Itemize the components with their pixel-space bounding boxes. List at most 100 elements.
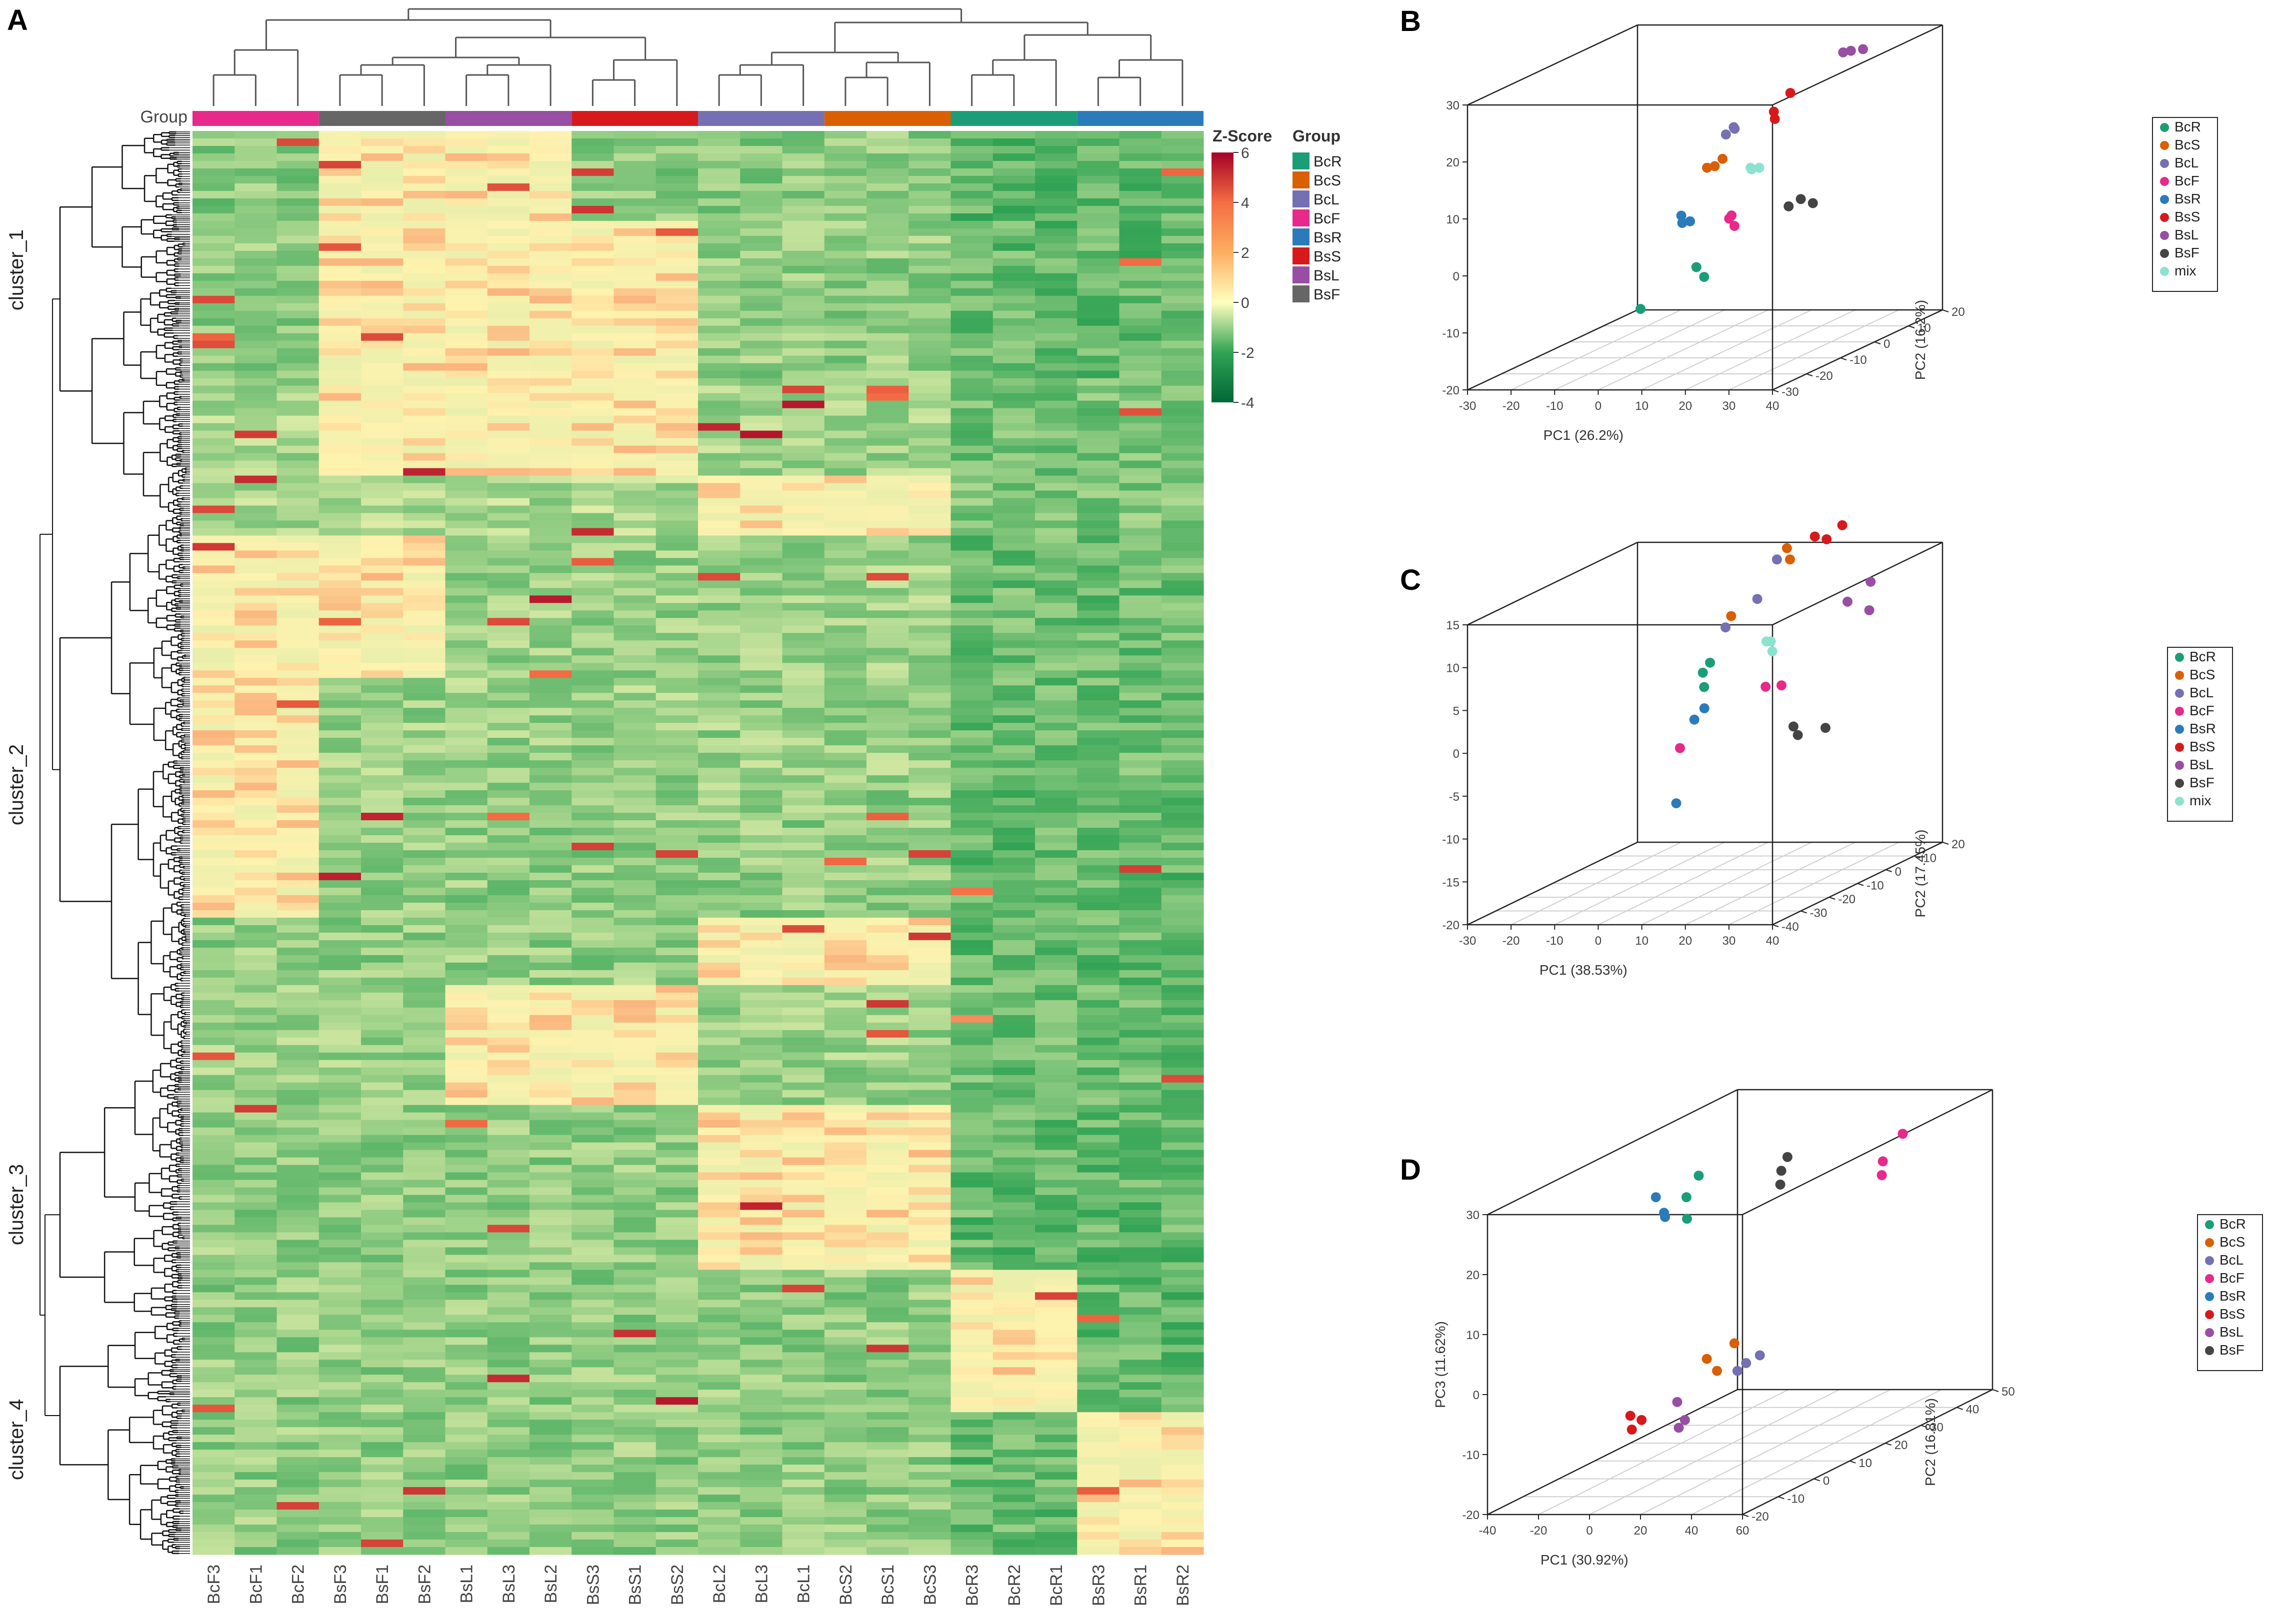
heatmap-cell (487, 768, 530, 776)
heatmap-cell (192, 693, 235, 701)
heatmap-cell (866, 168, 909, 176)
heatmap-cell (992, 550, 1036, 558)
heatmap-cell (487, 393, 530, 401)
heatmap-cell (656, 423, 698, 431)
heatmap-cell (950, 400, 994, 409)
heatmap-cell (572, 190, 614, 199)
heatmap-cell (782, 168, 825, 176)
heatmap-cell (866, 438, 909, 446)
heatmap-cell (1077, 385, 1120, 394)
heatmap-cell (530, 618, 572, 626)
heatmap-cell (445, 250, 488, 259)
heatmap-cell (572, 235, 614, 244)
heatmap-cell (698, 648, 740, 656)
heatmap-cell (656, 355, 698, 364)
heatmap-cell (950, 513, 994, 521)
heatmap-cell (950, 168, 994, 176)
heatmap-cell (1035, 505, 1078, 514)
heatmap-cell (445, 498, 488, 506)
heatmap-cell (824, 131, 867, 139)
heatmap-cell (614, 393, 656, 401)
heatmap-cell (361, 535, 404, 544)
heatmap-cell (866, 745, 909, 753)
heatmap-cell (908, 250, 952, 259)
heatmap-cell (992, 205, 1036, 214)
heatmap-cell (318, 205, 362, 214)
heatmap-cell (908, 423, 952, 431)
heatmap-cell (361, 385, 404, 394)
heatmap-cell (445, 588, 488, 596)
heatmap-cell (992, 138, 1036, 146)
heatmap-cell (445, 131, 488, 139)
heatmap-cell (698, 468, 740, 476)
heatmap-cell (530, 678, 572, 686)
heatmap-cell (614, 573, 656, 581)
heatmap-cell (445, 738, 488, 746)
heatmap-cell (192, 513, 235, 521)
heatmap-cell (234, 303, 278, 311)
heatmap-cell (276, 220, 320, 229)
heatmap-cell (445, 423, 488, 431)
heatmap-cell (740, 603, 783, 611)
heatmap-cell (824, 483, 867, 491)
heatmap-cell (698, 355, 740, 364)
heatmap-cell (1035, 400, 1078, 409)
heatmap-cell (361, 580, 404, 588)
heatmap-cell (445, 655, 488, 663)
heatmap-cell (614, 535, 656, 544)
heatmap-cell (276, 670, 320, 678)
heatmap-cell (740, 423, 783, 431)
heatmap-cell (908, 633, 952, 641)
heatmap-cell (740, 385, 783, 394)
heatmap-cell (698, 213, 740, 221)
heatmap-cell (950, 588, 994, 596)
heatmap-cell (530, 385, 572, 394)
heatmap-cell (530, 603, 572, 611)
heatmap-cell (1161, 565, 1204, 573)
heatmap-cell (866, 363, 909, 371)
heatmap-cell (1035, 468, 1078, 476)
heatmap-cell (318, 333, 362, 341)
heatmap-cell (824, 445, 867, 454)
heatmap-cell (1119, 535, 1162, 544)
heatmap-cell (192, 325, 235, 334)
heatmap-cell (992, 588, 1036, 596)
heatmap-cell (782, 310, 825, 319)
heatmap-cell (656, 280, 698, 289)
heatmap-cell (908, 783, 952, 791)
heatmap-cell (318, 131, 362, 139)
heatmap-cell (782, 693, 825, 701)
heatmap-cell (361, 798, 404, 806)
heatmap-cell (740, 670, 783, 678)
heatmap-cell (740, 730, 783, 738)
heatmap-cell (656, 505, 698, 514)
heatmap-cell (361, 423, 404, 431)
heatmap-cell (614, 168, 656, 176)
heatmap-cell (1161, 625, 1204, 633)
heatmap-cell (1161, 738, 1204, 746)
heatmap-cell (698, 318, 740, 326)
heatmap-cell (572, 370, 614, 379)
heatmap-cell (1119, 783, 1162, 791)
heatmap-cell (1077, 303, 1120, 311)
heatmap-cell (1119, 610, 1162, 618)
heatmap-cell (1077, 573, 1120, 581)
heatmap-cell (445, 670, 488, 678)
heatmap-cell (1161, 783, 1204, 791)
heatmap-cell (992, 213, 1036, 221)
heatmap-cell (740, 408, 783, 416)
heatmap-cell (908, 445, 952, 454)
heatmap-cell (572, 535, 614, 544)
heatmap-cell (192, 183, 235, 191)
heatmap-cell (992, 768, 1036, 776)
heatmap-cell (572, 655, 614, 663)
heatmap-cell (487, 220, 530, 229)
heatmap-cell (1119, 235, 1162, 244)
heatmap-cell (276, 475, 320, 484)
heatmap-cell (572, 183, 614, 191)
heatmap-cell (403, 505, 446, 514)
heatmap-cell (1161, 648, 1204, 656)
heatmap-cell (276, 535, 320, 544)
heatmap-cell (866, 333, 909, 341)
heatmap-cell (1119, 348, 1162, 356)
